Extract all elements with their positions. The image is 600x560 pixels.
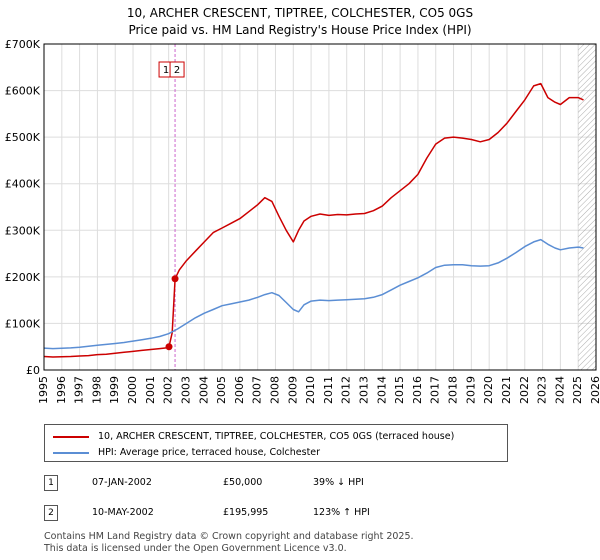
marker-box-label: 1: [163, 65, 169, 76]
x-tick-label: 2007: [251, 376, 264, 404]
x-tick-label: 2002: [162, 376, 175, 404]
legend-label-hpi: HPI: Average price, terraced house, Colc…: [98, 447, 321, 458]
x-tick-label: 1996: [55, 376, 68, 404]
marker-box-label: 2: [174, 65, 180, 76]
transaction-price: £50,000: [223, 477, 263, 488]
x-tick-label: 2016: [411, 376, 424, 404]
x-tick-label: 2008: [268, 376, 281, 404]
marker-box: [169, 61, 185, 78]
y-tick-label: £700K: [5, 38, 41, 51]
x-tick-label: 2024: [553, 376, 566, 404]
transaction-marker: [171, 275, 179, 283]
plot-area: [44, 44, 596, 370]
transaction-number: 1: [44, 475, 58, 491]
transaction-price: £195,995: [223, 507, 269, 518]
x-tick-label: 2017: [429, 376, 442, 404]
x-tick-label: 1997: [73, 376, 86, 404]
x-tick-label: 2019: [464, 376, 477, 404]
x-tick-label: 2006: [233, 376, 246, 404]
property-price-line: [43, 82, 584, 358]
y-tick-label: £200K: [5, 271, 41, 284]
y-tick-label: £300K: [5, 224, 41, 237]
chart-subtitle: Price paid vs. HM Land Registry's House …: [128, 23, 472, 37]
x-tick-label: 2015: [393, 376, 406, 404]
footer-licence: This data is licensed under the Open Gov…: [44, 543, 347, 554]
x-tick-label: 1995: [37, 376, 50, 404]
transaction-date: 10-MAY-2002: [92, 507, 154, 518]
x-tick-label: 2020: [482, 376, 495, 404]
transaction-row: 2 10-MAY-2002 £195,995 123% ↑ HPI: [44, 505, 564, 523]
future-hatch: [578, 44, 596, 370]
x-tick-label: 2025: [571, 376, 584, 404]
transaction-number: 2: [44, 505, 58, 521]
y-tick-label: £600K: [5, 85, 41, 98]
x-tick-label: 2000: [126, 376, 139, 404]
x-tick-label: 2018: [447, 376, 460, 404]
footer-copyright: Contains HM Land Registry data © Crown c…: [44, 531, 414, 542]
x-tick-label: 2021: [500, 376, 513, 404]
x-tick-label: 1999: [108, 376, 121, 404]
x-tick-label: 2009: [286, 376, 299, 404]
legend-label-property: 10, ARCHER CRESCENT, TIPTREE, COLCHESTER…: [98, 431, 455, 442]
y-tick-label: £400K: [5, 178, 41, 191]
x-tick-label: 2011: [322, 376, 335, 404]
plot-frame: [43, 43, 597, 371]
x-tick-label: 2005: [215, 376, 228, 404]
legend-swatch-property: [53, 435, 89, 438]
y-tick-label: £500K: [5, 131, 41, 144]
hpi-line: [43, 238, 584, 350]
legend-swatch-hpi: [53, 451, 89, 454]
x-tick-label: 2012: [340, 376, 353, 404]
transaction-hpi: 123% ↑ HPI: [313, 507, 370, 518]
chart-title: 10, ARCHER CRESCENT, TIPTREE, COLCHESTER…: [126, 6, 474, 20]
x-tick-label: 2023: [536, 376, 549, 404]
x-tick-label: 1998: [90, 376, 103, 404]
x-tick-label: 2022: [518, 376, 531, 404]
transaction-date: 07-JAN-2002: [92, 477, 152, 488]
x-tick-label: 2013: [358, 376, 371, 404]
x-tick-label: 2004: [197, 376, 210, 404]
x-tick-label: 2001: [144, 376, 157, 404]
legend-item-hpi: HPI: Average price, terraced house, Colc…: [53, 447, 320, 458]
transaction-row: 1 07-JAN-2002 £50,000 39% ↓ HPI: [44, 475, 564, 493]
y-tick-label: £100K: [5, 317, 41, 330]
transaction-hpi: 39% ↓ HPI: [313, 477, 364, 488]
x-tick-label: 2026: [589, 376, 600, 404]
y-tick-label: £0: [26, 364, 40, 377]
x-tick-label: 2003: [179, 376, 192, 404]
legend-item-property: 10, ARCHER CRESCENT, TIPTREE, COLCHESTER…: [53, 431, 454, 442]
chart-legend: 10, ARCHER CRESCENT, TIPTREE, COLCHESTER…: [44, 424, 508, 462]
x-tick-label: 2014: [375, 376, 388, 404]
x-tick-label: 2010: [304, 376, 317, 404]
transaction-marker: [165, 343, 173, 351]
